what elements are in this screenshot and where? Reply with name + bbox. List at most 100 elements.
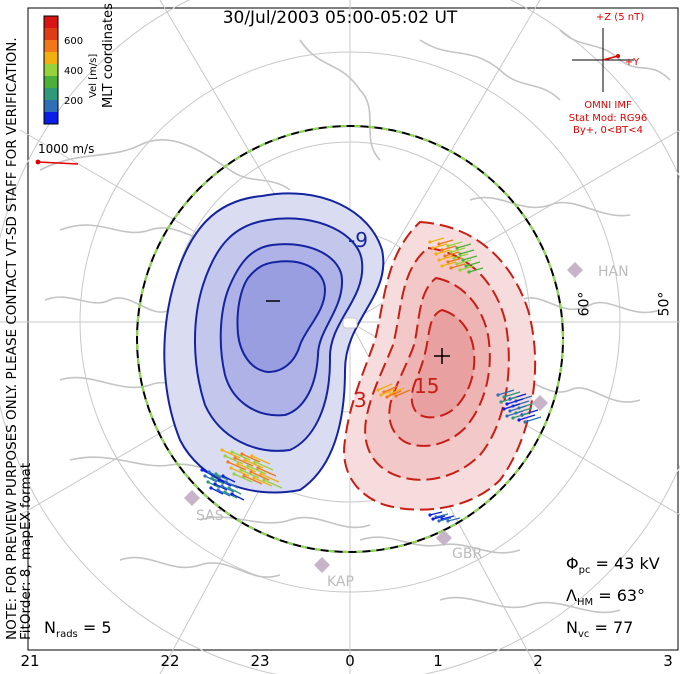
latitude-label-50: 50°	[656, 291, 673, 317]
vector-line	[459, 265, 475, 271]
vector-line	[453, 253, 469, 259]
vector-line	[222, 475, 236, 483]
imf-clock	[572, 28, 634, 92]
map-title: 30/Jul/2003 05:00-05:02 UT	[222, 8, 458, 28]
vector-line	[503, 391, 521, 398]
latitude-label-60: 60°	[576, 291, 593, 317]
positive-potential-cell	[343, 220, 537, 511]
vector-line	[500, 396, 518, 403]
vector-line	[444, 251, 460, 257]
vector-line	[438, 239, 454, 245]
vector-line	[447, 257, 463, 263]
mlt-tick-23: 23	[250, 652, 270, 670]
vector-line	[441, 261, 457, 267]
velocity-colorbar	[43, 15, 59, 125]
vector-line	[441, 515, 455, 520]
colorbar-segment	[44, 16, 58, 28]
vector-line	[224, 455, 244, 465]
vector-line	[450, 247, 466, 253]
coordinate-system-label: MLT coordinates	[101, 3, 116, 108]
vector-line	[244, 459, 264, 469]
vector-line	[503, 403, 521, 410]
colorbar-frame	[43, 15, 59, 125]
mlt-tick-0: 0	[345, 652, 355, 670]
colorbar-tick-200: 200	[64, 96, 84, 107]
contour-label-positive-3: 3	[354, 388, 367, 412]
vector-line	[240, 469, 260, 479]
colorbar-segment	[44, 40, 58, 52]
vector-line	[257, 467, 277, 477]
mlt-tick-22: 22	[160, 652, 180, 670]
vector-line	[459, 249, 475, 255]
mlt-tick-1: 1	[433, 652, 443, 670]
vector-line	[383, 385, 399, 393]
vector-line	[250, 471, 270, 481]
colorbar-segment	[44, 64, 58, 76]
coastlines	[39, 29, 671, 614]
vector-line	[518, 414, 536, 421]
vector-line	[462, 255, 478, 261]
vector-line	[230, 467, 250, 477]
site-label-kap: KAP	[327, 574, 354, 590]
vector-line	[233, 473, 253, 483]
imf-z-label: +Z (5 nT)	[595, 12, 645, 23]
vector-line	[506, 398, 524, 405]
vector-line	[395, 389, 411, 397]
vector-line	[429, 237, 445, 243]
site-label-han: HAN	[598, 264, 629, 280]
scale-vector	[35, 159, 79, 165]
negative-potential-cell	[163, 192, 385, 494]
vector-line	[456, 243, 472, 249]
vector-line	[432, 243, 448, 249]
contour-label-positive-15: 15	[414, 374, 440, 398]
mlt-tick-21: 21	[20, 652, 40, 670]
vector-line	[438, 517, 452, 522]
vector-line	[497, 389, 515, 396]
vector-line	[237, 463, 257, 473]
mlt-tick-3: 3	[663, 652, 673, 670]
imf-bin-label: By+, 0<BT<4	[573, 125, 643, 136]
imf-source-label: OMNI IMF	[584, 100, 632, 111]
vector-line	[447, 241, 463, 247]
vector-line	[263, 479, 283, 489]
vector-line	[251, 455, 271, 465]
vector-line	[509, 405, 527, 412]
vector-line	[228, 487, 242, 495]
colorbar-segment	[44, 76, 58, 88]
vector-line	[447, 517, 461, 522]
vector-line	[429, 511, 443, 516]
site-marker-gbr	[436, 530, 452, 546]
vector-line	[225, 481, 239, 489]
site-label-sas: SAS	[196, 508, 224, 524]
colorbar-segment	[44, 88, 58, 100]
colorbar-segment	[44, 100, 58, 112]
vector-line	[512, 412, 530, 419]
vector-line	[247, 465, 267, 475]
contour-label-negative: -9	[348, 228, 368, 252]
stat-hmb-latitude: ΛHM = 63°	[566, 586, 646, 609]
site-label-gbr: GBR	[452, 546, 483, 562]
vector-line	[234, 457, 254, 467]
colorbar-tick-400: 400	[64, 66, 84, 77]
vector-line	[253, 477, 273, 487]
site-marker-extra	[532, 395, 548, 411]
vector-line	[456, 259, 472, 265]
imf-model-label: Stat Mod: RG96	[568, 113, 648, 124]
vector-line	[468, 267, 484, 273]
vector-line	[260, 473, 280, 483]
fit-order-note: FitOrder: 8, mapEX format	[18, 462, 34, 640]
potential-max-marker	[434, 348, 450, 364]
radar-site-markers	[184, 262, 583, 573]
vector-line	[438, 255, 454, 261]
vector-line	[380, 388, 396, 396]
scale-vector-label: 1000 m/s	[38, 142, 95, 156]
pole-marker	[342, 317, 358, 329]
colorbar-segment	[44, 52, 58, 64]
vector-line	[465, 261, 481, 267]
vector-line	[243, 475, 263, 485]
vector-line	[386, 390, 402, 398]
vector-line	[435, 249, 451, 255]
vector-line	[441, 245, 457, 251]
site-marker-sas	[184, 490, 200, 506]
